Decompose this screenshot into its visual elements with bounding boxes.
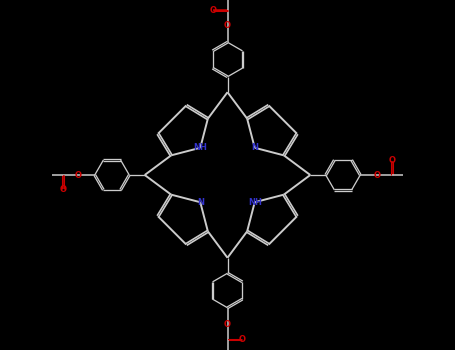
- Text: O: O: [59, 185, 66, 194]
- Text: O: O: [374, 170, 380, 180]
- Text: O: O: [224, 320, 231, 329]
- Text: NH: NH: [248, 198, 262, 207]
- Text: N: N: [197, 198, 204, 207]
- Text: O: O: [210, 6, 217, 15]
- Text: O: O: [389, 156, 396, 165]
- Text: NH: NH: [193, 143, 207, 152]
- Text: N: N: [251, 143, 258, 152]
- Text: O: O: [75, 170, 81, 180]
- Text: O: O: [238, 335, 245, 344]
- Text: O: O: [224, 21, 231, 30]
